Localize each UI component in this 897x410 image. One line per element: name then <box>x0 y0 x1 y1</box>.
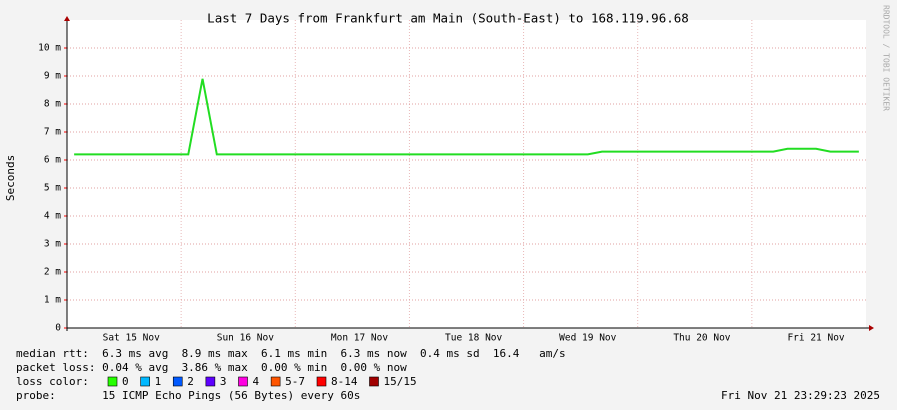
loss-color-swatch <box>172 376 183 387</box>
y-tick-label: 3 m <box>44 239 61 250</box>
x-tick-label: Fri 21 Nov <box>787 333 844 344</box>
x-tick-label: Sun 16 Nov <box>217 333 274 344</box>
probe: probe: 15 ICMP Echo Pings (56 Bytes) eve… <box>16 389 360 402</box>
loss-color-swatch <box>205 376 216 387</box>
loss-color-swatch <box>140 376 150 387</box>
packet-loss: packet loss: 0.04 % avg 3.86 % max 0.00 … <box>16 361 407 374</box>
y-tick-label: 8 m <box>44 99 61 110</box>
y-tick-label: 5 m <box>44 183 61 194</box>
chart-title: Last 7 Days from Frankfurt am Main (Sout… <box>207 11 689 26</box>
loss-color-label: 3 <box>220 375 227 388</box>
y-tick-label: 0 <box>55 323 61 334</box>
median-line <box>74 78 859 156</box>
timestamp: Fri Nov 21 23:29:23 2025 <box>721 389 880 402</box>
x-arrow <box>869 325 874 331</box>
side-text: RRDTOOL / TOBI OETIKER <box>882 5 891 111</box>
loss-color-label: 0 <box>122 375 129 388</box>
loss-color-swatch <box>270 376 281 387</box>
x-tick-label: Tue 18 Nov <box>445 333 502 344</box>
plot-area <box>67 20 866 328</box>
loss-color-label: 4 <box>253 375 260 388</box>
loss-color-swatch <box>316 376 327 387</box>
y-tick-label: 1 m <box>44 295 61 306</box>
loss-color-label: 15/15 <box>384 375 417 388</box>
y-tick-label: 4 m <box>44 211 61 222</box>
median-rtt: median rtt: 6.3 ms avg 8.9 ms max 6.1 ms… <box>16 347 566 360</box>
loss-color-label: 2 <box>187 375 194 388</box>
x-tick-label: Wed 19 Nov <box>559 333 616 344</box>
loss-color-swatch <box>107 376 118 387</box>
loss-color-label: 8-14 <box>331 375 358 388</box>
y-axis-label: Seconds <box>4 155 17 201</box>
loss-color-label: 1 <box>155 375 162 388</box>
loss-color-label: 5-7 <box>285 375 305 388</box>
y-arrow <box>64 16 70 21</box>
loss-color-label: loss color: <box>16 375 89 388</box>
y-tick-label: 10 m <box>38 43 61 54</box>
x-tick-label: Mon 17 Nov <box>331 333 388 344</box>
x-tick-label: Sat 15 Nov <box>103 333 160 344</box>
y-tick-label: 2 m <box>44 267 61 278</box>
loss-color-swatch <box>238 376 248 387</box>
y-tick-label: 7 m <box>44 127 61 138</box>
y-tick-label: 9 m <box>44 71 61 82</box>
loss-color-swatch <box>369 376 379 387</box>
x-tick-label: Thu 20 Nov <box>673 333 730 344</box>
y-tick-label: 6 m <box>44 155 61 166</box>
